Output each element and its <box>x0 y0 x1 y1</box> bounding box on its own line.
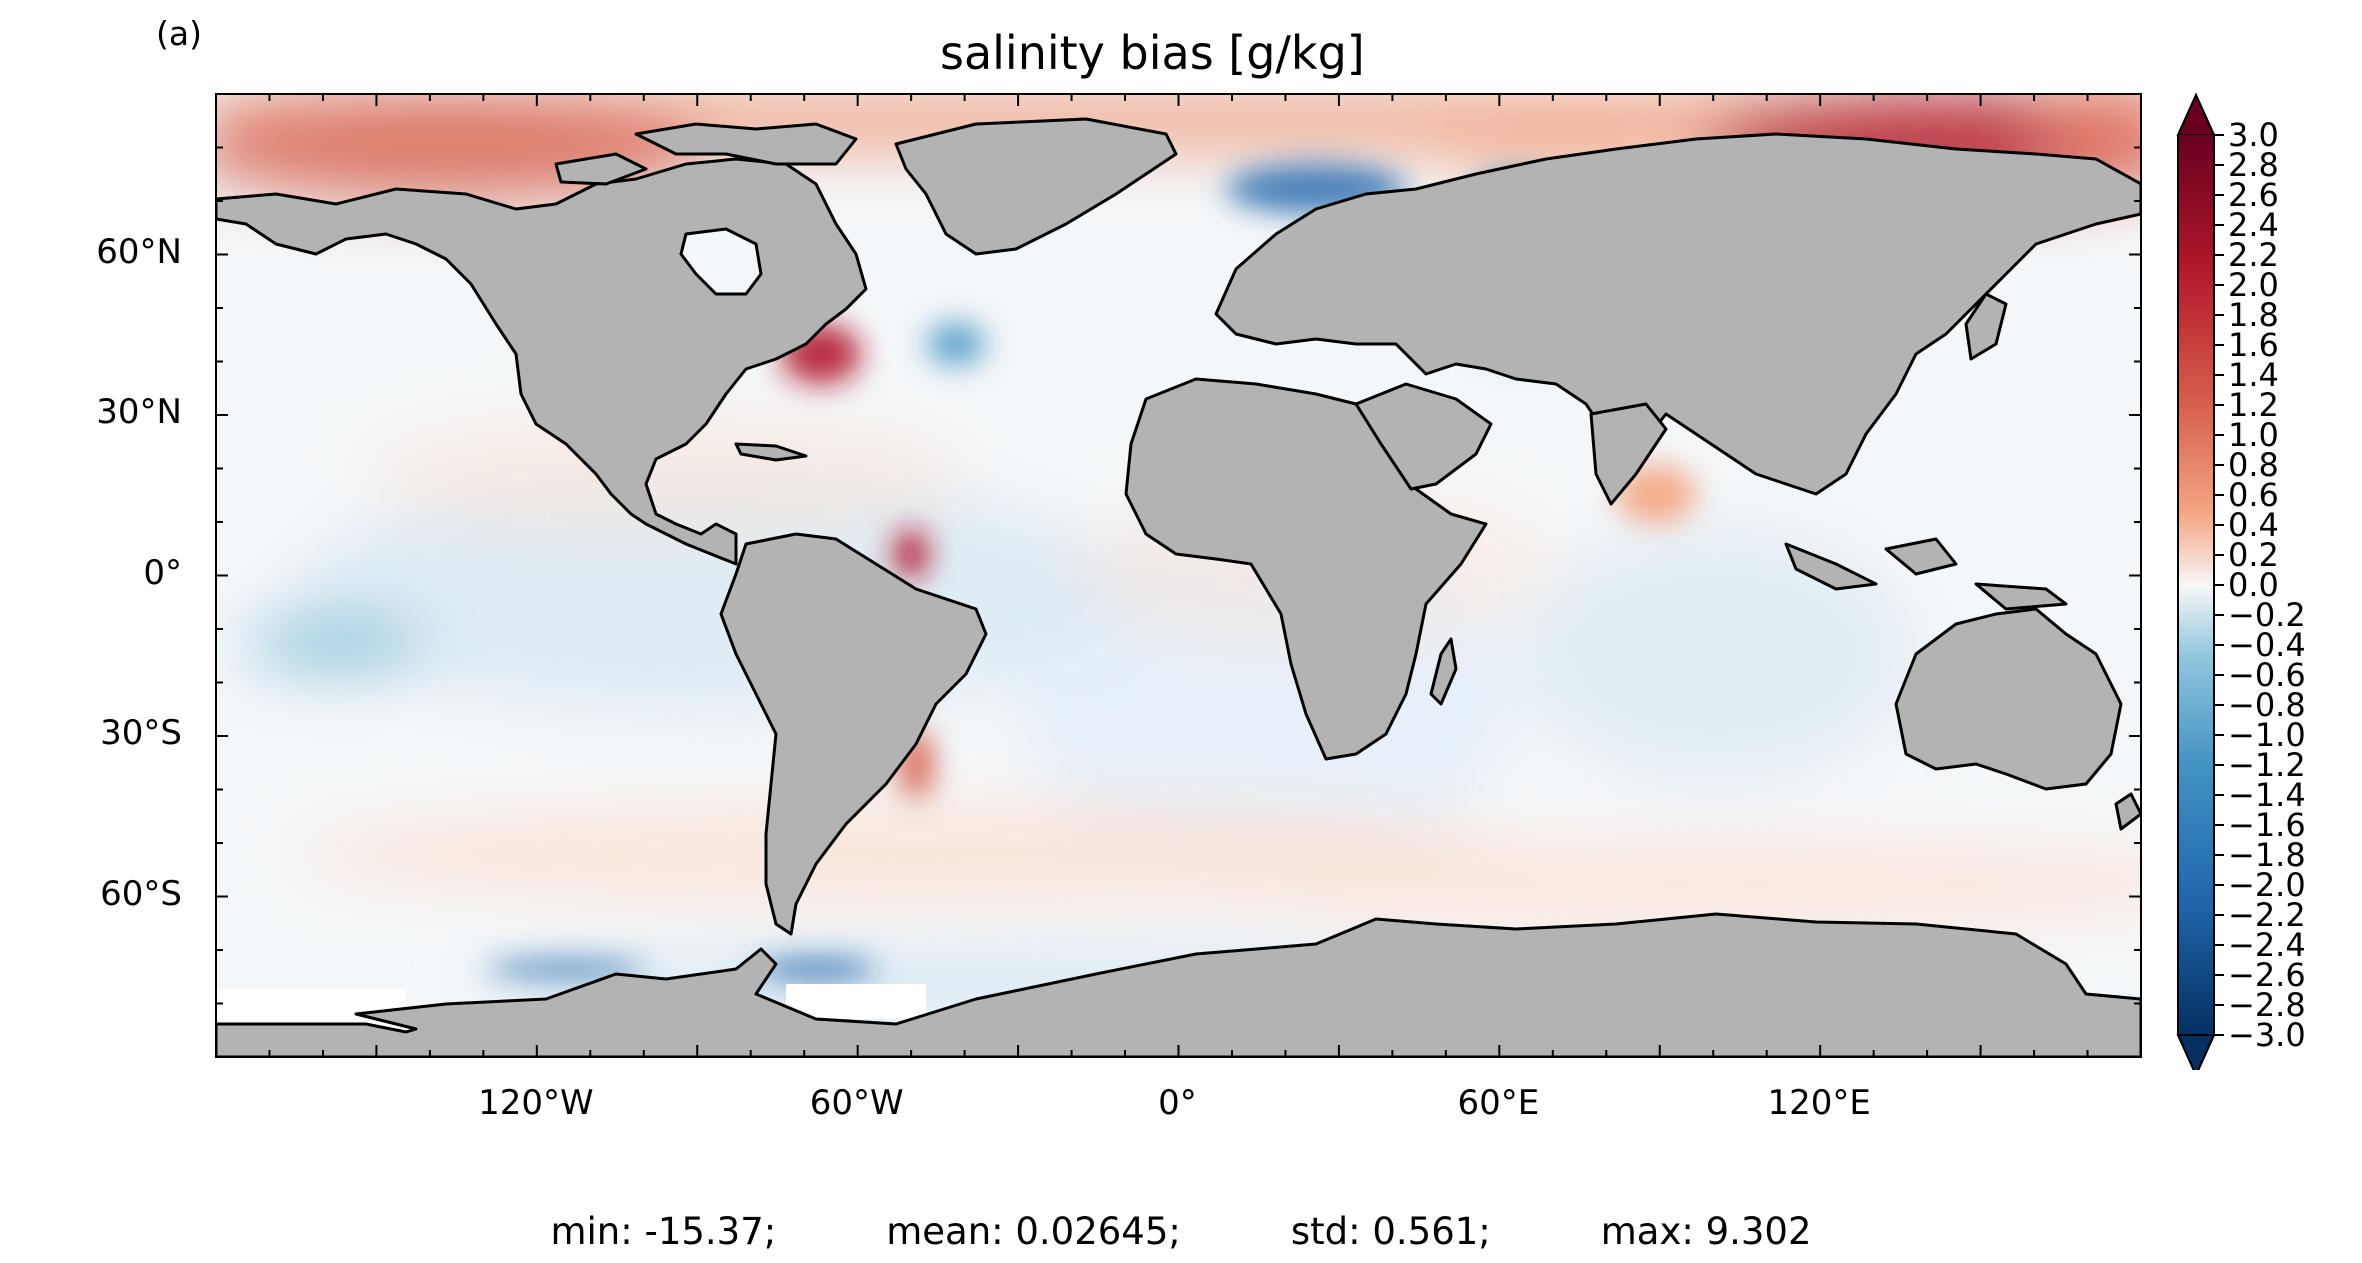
lat-tick-label: 30°S <box>100 713 182 753</box>
colorbar-tick-label: 3.0 <box>2228 116 2279 154</box>
lon-tick-label: 60°E <box>1457 1083 1540 1123</box>
colorbar-tick-label: −0.8 <box>2228 686 2306 724</box>
colorbar-tick-label: −1.2 <box>2228 746 2306 784</box>
colorbar-tick-label: 1.8 <box>2228 296 2279 334</box>
stat-max: max: 9.302 <box>1600 1210 1812 1253</box>
statistics-line: min: -15.37; mean: 0.02645; std: 0.561; … <box>0 1210 2362 1253</box>
colorbar-tick-label: 0.2 <box>2228 536 2279 574</box>
colorbar-tick-label: 2.4 <box>2228 206 2279 244</box>
colorbar-tick-label: −2.8 <box>2228 986 2306 1024</box>
lon-tick-label: 120°W <box>478 1083 594 1123</box>
colorbar-tick-label: −3.0 <box>2228 1016 2306 1054</box>
lon-tick-label: 120°E <box>1767 1083 1871 1123</box>
colorbar-tick-label: −0.2 <box>2228 596 2306 634</box>
greenland <box>894 117 1178 256</box>
colorbar-tick-label: −0.6 <box>2228 656 2306 694</box>
lat-tick-label: 30°N <box>96 392 182 432</box>
colorbar-tick-label: 0.0 <box>2228 566 2279 604</box>
colorbar-extend-min <box>2176 1034 2216 1070</box>
colorbar-tick-label: 2.6 <box>2228 176 2279 214</box>
map-title: salinity bias [g/kg] <box>940 26 1365 80</box>
lat-tick-label: 60°S <box>100 873 182 914</box>
lon-tick-label: 60°W <box>809 1083 904 1123</box>
lat-tick-label: 60°N <box>96 231 182 272</box>
colorbar-body <box>2178 135 2214 1035</box>
colorbar-tick-label: −0.4 <box>2228 626 2306 664</box>
colorbar-extend-max <box>2176 92 2216 136</box>
colorbar-tick-label: −2.2 <box>2228 896 2306 934</box>
stat-mean: mean: 0.02645; <box>886 1210 1181 1253</box>
colorbar-tick-label: 0.4 <box>2228 506 2279 544</box>
colorbar-tick-label: 2.8 <box>2228 146 2279 184</box>
stat-std: std: 0.561; <box>1290 1210 1491 1253</box>
colorbar-tick-label: 2.2 <box>2228 236 2279 274</box>
south-america <box>719 532 988 936</box>
colorbar-tick-label: 1.4 <box>2228 356 2279 394</box>
colorbar-tick-label: 0.6 <box>2228 476 2279 514</box>
panel-label: (a) <box>156 14 202 53</box>
colorbar-tick-label: −2.0 <box>2228 866 2306 904</box>
land-masses <box>216 117 2141 1057</box>
australia <box>1894 607 2123 791</box>
colorbar-tick-label: 2.0 <box>2228 266 2279 304</box>
colorbar-tick-label: 1.6 <box>2228 326 2279 364</box>
antarctica <box>216 912 2141 1057</box>
colorbar-tick-label: 1.2 <box>2228 386 2279 424</box>
map-frame <box>215 93 2142 1058</box>
lat-tick-label: 0° <box>143 552 182 593</box>
colorbar-tick-label: 0.8 <box>2228 446 2279 484</box>
stat-min: min: -15.37; <box>550 1210 777 1253</box>
colorbar-tick-label: −2.4 <box>2228 926 2306 964</box>
eurasia <box>1214 132 2141 496</box>
lon-tick-label: 0° <box>1158 1083 1197 1123</box>
colorbar-tick-label: −2.6 <box>2228 956 2306 994</box>
colorbar: 3.02.82.62.42.22.01.81.61.41.21.00.80.60… <box>2176 92 2306 1070</box>
colorbar-tick-label: −1.8 <box>2228 836 2306 874</box>
colorbar-tick-label: −1.6 <box>2228 806 2306 844</box>
colorbar-tick-label: 1.0 <box>2228 416 2279 454</box>
colorbar-tick-label: −1.4 <box>2228 776 2306 814</box>
colorbar-tick-label: −1.0 <box>2228 716 2306 754</box>
